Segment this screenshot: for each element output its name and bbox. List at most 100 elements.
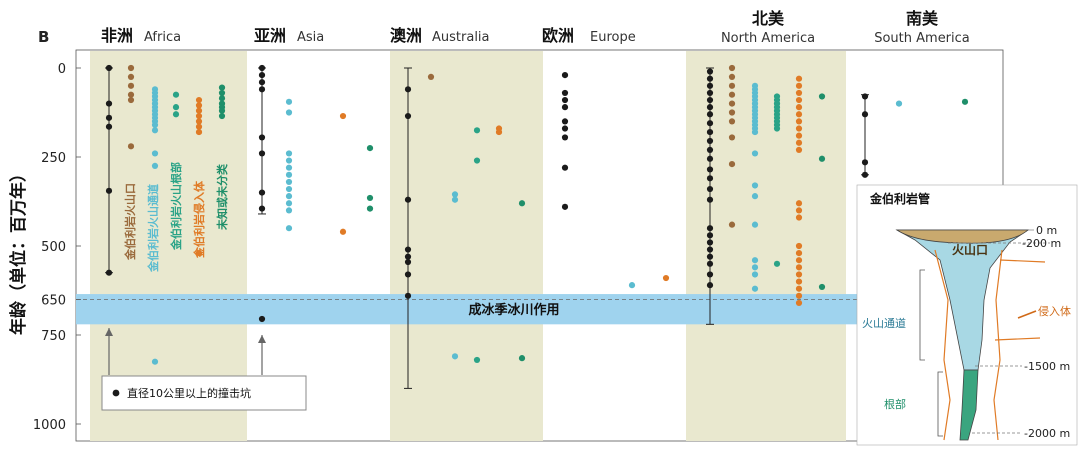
point-asia-diatreme-2 — [285, 150, 293, 157]
point-north-america-impact-14 — [706, 185, 714, 193]
point-north-america-intrusion-21 — [795, 292, 803, 299]
point-north-america-impact-18 — [706, 239, 714, 246]
y-tick-label-500: 500 — [41, 240, 66, 255]
root-shape — [959, 369, 979, 441]
point-north-america-diatreme-17 — [751, 221, 759, 228]
diatreme-bracket — [919, 269, 925, 361]
legend: 直径10公里以上的撞击坑 — [101, 375, 307, 411]
region-shade-north-america — [686, 51, 846, 441]
region-title-cn-africa: 非洲 — [101, 26, 133, 45]
inset-root-label: 根部 — [884, 397, 906, 411]
inset-intrusion-label: 侵入体 — [1038, 304, 1071, 318]
point-europe-intrusion-0 — [662, 274, 670, 282]
y-axis-label: 年龄（单位：百万年） — [8, 165, 29, 335]
point-north-america-crater-7 — [728, 134, 736, 141]
region-title-en-south-america: South America — [874, 31, 970, 46]
point-north-america-impact-23 — [706, 282, 714, 289]
point-north-america-intrusion-8 — [795, 132, 803, 139]
point-africa-diatreme-10 — [151, 121, 159, 129]
point-north-america-intrusion-14 — [795, 242, 803, 250]
point-north-america-impact-0 — [706, 68, 714, 75]
point-north-america-diatreme-16 — [751, 193, 759, 200]
point-australia-diatreme-0 — [451, 191, 459, 198]
point-africa-intrusion-5 — [195, 123, 203, 130]
point-north-america-crater-5 — [728, 109, 736, 116]
point-asia-impact-6 — [258, 189, 266, 196]
point-asia-impact-5 — [258, 150, 266, 157]
point-asia-intrusion-0 — [339, 112, 347, 120]
point-north-america-root-10 — [773, 260, 781, 267]
legend-box — [101, 375, 307, 411]
intrusion-dike-left — [934, 249, 951, 441]
point-africa-root-2 — [172, 111, 180, 118]
point-europe-impact-0 — [561, 72, 569, 79]
point-africa-intrusion-7 — [195, 250, 203, 257]
point-africa-diatreme-12 — [151, 150, 159, 157]
category-label-4: 未知或未分类 — [215, 163, 229, 231]
point-north-america-impact-3 — [706, 89, 714, 97]
point-south-america-diatreme-0 — [895, 100, 903, 107]
point-australia-impact-1 — [404, 112, 412, 120]
point-africa-crater-0 — [127, 64, 135, 72]
point-north-america-intrusion-20 — [795, 285, 803, 292]
point-north-america-crater-1 — [728, 73, 736, 80]
point-asia-diatreme-4 — [285, 164, 293, 171]
point-asia-unknown-1 — [366, 194, 374, 202]
region-title-cn-europe: 欧洲 — [542, 26, 574, 45]
point-north-america-impact-9 — [706, 137, 714, 145]
point-south-america-impact-1 — [861, 111, 869, 118]
region-title-en-asia: Asia — [297, 30, 324, 45]
point-south-america-impact-3 — [861, 171, 869, 178]
point-north-america-unknown-2 — [818, 283, 826, 291]
point-north-america-intrusion-16 — [795, 257, 803, 264]
point-australia-impact-0 — [404, 86, 412, 93]
point-north-america-crater-2 — [728, 82, 736, 89]
point-north-america-intrusion-18 — [795, 271, 803, 278]
point-australia-impact-2 — [404, 196, 412, 203]
point-north-america-impact-2 — [706, 82, 714, 89]
point-africa-unknown-6 — [218, 112, 226, 120]
point-asia-diatreme-3 — [285, 157, 293, 164]
point-north-america-intrusion-2 — [795, 89, 803, 97]
point-africa-impact-1 — [105, 100, 113, 107]
point-north-america-diatreme-21 — [751, 285, 759, 292]
point-north-america-diatreme-19 — [751, 264, 759, 271]
region-title-en-north-america: North America — [721, 31, 815, 46]
point-africa-crater-3 — [127, 91, 135, 98]
point-africa-intrusion-2 — [195, 107, 203, 114]
region-title-en-europe: Europe — [590, 30, 636, 45]
point-south-america-impact-2 — [861, 159, 869, 166]
legend-impact-marker — [112, 389, 120, 397]
point-north-america-impact-11 — [706, 155, 714, 162]
category-label-1: 金伯利岩火山通道 — [146, 184, 160, 273]
point-north-america-impact-6 — [706, 111, 714, 118]
point-north-america-impact-7 — [706, 120, 714, 127]
point-north-america-impact-8 — [706, 128, 714, 136]
point-north-america-impact-12 — [706, 166, 714, 173]
category-labels: 金伯利岩火山口 金伯利岩火山通道 金伯利岩火山根部 金伯利岩侵入体 未知或未分类 — [105, 162, 266, 375]
point-africa-intrusion-0 — [195, 96, 203, 104]
point-europe-diatreme-0 — [628, 282, 636, 289]
data-points — [105, 64, 969, 365]
point-australia-root-2 — [473, 356, 481, 364]
point-north-america-intrusion-10 — [795, 146, 803, 153]
inset-intrusion-arrow — [1017, 310, 1037, 319]
point-europe-impact-8 — [561, 203, 569, 210]
point-africa-diatreme-14 — [151, 358, 159, 365]
region-title-cn-south-america: 南美 — [906, 9, 939, 28]
point-africa-impact-3 — [105, 123, 113, 130]
point-australia-diatreme-1 — [451, 196, 459, 203]
point-europe-impact-2 — [561, 96, 569, 104]
point-north-america-impact-4 — [706, 96, 714, 104]
point-north-america-intrusion-19 — [795, 278, 803, 285]
region-headers: 非洲 Africa 亚洲 Asia 澳洲 Australia 欧洲 Europe 北美 North… — [101, 9, 970, 46]
point-asia-unknown-2 — [366, 205, 374, 212]
point-europe-impact-4 — [561, 118, 569, 125]
point-africa-impact-0 — [105, 64, 113, 72]
point-north-america-crater-0 — [728, 64, 736, 72]
region-title-en-australia: Australia — [432, 30, 490, 45]
point-europe-impact-5 — [561, 125, 569, 132]
inset-diatreme-label: 火山通道 — [862, 316, 906, 330]
point-africa-crater-1 — [127, 73, 135, 80]
point-north-america-impact-1 — [706, 75, 714, 82]
